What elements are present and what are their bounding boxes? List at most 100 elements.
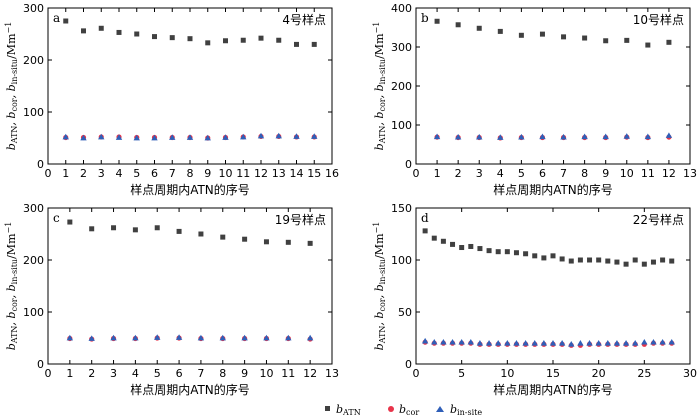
- y-axis-label: bATN, bcor, bin-situ/Mm−1: [4, 222, 19, 351]
- x-axis-label: 样点周期内ATN的序号: [130, 382, 250, 397]
- point-insite: [568, 341, 575, 347]
- x-tick-label: 25: [637, 367, 651, 380]
- y-tick-label: 200: [23, 54, 44, 67]
- x-tick-label: 11: [236, 167, 250, 180]
- point-atn: [63, 18, 69, 24]
- point-atn: [240, 37, 246, 43]
- point-atn: [523, 251, 529, 257]
- point-atn: [285, 239, 291, 245]
- point-atn: [582, 35, 588, 41]
- point-insite: [275, 132, 282, 139]
- point-atn: [116, 29, 122, 35]
- x-tick-label: 3: [476, 167, 483, 180]
- point-atn: [459, 245, 465, 251]
- point-insite: [577, 340, 584, 346]
- point-atn: [645, 42, 651, 48]
- point-atn: [497, 28, 503, 34]
- point-atn: [307, 240, 313, 246]
- point-atn: [539, 31, 545, 37]
- x-tick-label: 15: [307, 167, 321, 180]
- point-insite: [531, 340, 538, 346]
- legend-marker-cor: [388, 406, 394, 412]
- x-tick-label: 12: [662, 167, 676, 180]
- point-insite: [476, 133, 483, 140]
- point-atn: [455, 22, 461, 28]
- point-insite: [285, 334, 292, 341]
- point-insite: [613, 340, 621, 346]
- x-tick-label: 0: [413, 167, 420, 180]
- x-tick-label: 10: [259, 367, 273, 380]
- point-atn: [660, 257, 666, 263]
- x-tick-label: 9: [204, 167, 211, 180]
- point-insite: [513, 340, 520, 346]
- plot-frame: [415, 7, 691, 165]
- point-insite: [454, 133, 462, 140]
- point-insite: [665, 132, 673, 138]
- x-axis-label: 样点周期内ATN的序号: [493, 182, 613, 197]
- x-tick-label: 8: [187, 167, 194, 180]
- point-atn: [422, 228, 428, 234]
- point-insite: [62, 133, 69, 140]
- x-tick-label: 13: [683, 167, 697, 180]
- point-atn: [577, 257, 583, 263]
- x-tick-label: 1: [62, 167, 69, 180]
- x-tick-label: 14: [290, 167, 304, 180]
- y-tick-label: 0: [37, 358, 44, 371]
- point-insite: [476, 340, 484, 346]
- x-tick-label: 8: [581, 167, 588, 180]
- point-atn: [154, 225, 160, 231]
- x-tick-label: 0: [413, 367, 420, 380]
- x-tick-label: 10: [620, 167, 634, 180]
- x-axis-label: 样点周期内ATN的序号: [130, 182, 250, 197]
- x-tick-label: 1: [66, 367, 73, 380]
- site-label: 19号样点: [275, 212, 326, 227]
- point-insite: [169, 134, 176, 140]
- point-insite: [219, 334, 226, 341]
- x-tick-label: 0: [45, 167, 52, 180]
- x-tick-label: 7: [197, 367, 204, 380]
- legend-marker-atn: [325, 406, 330, 411]
- panel-label: b: [421, 11, 429, 25]
- x-tick-label: 0: [45, 367, 52, 380]
- x-tick-label: 3: [98, 167, 105, 180]
- point-insite: [132, 334, 139, 341]
- point-insite: [604, 340, 611, 346]
- legend-label-atn: bATN: [336, 403, 361, 417]
- point-insite: [115, 134, 123, 140]
- point-atn: [440, 238, 446, 244]
- point-insite: [495, 340, 502, 346]
- point-atn: [603, 38, 609, 44]
- x-tick-label: 7: [560, 167, 567, 180]
- point-atn: [561, 34, 567, 40]
- x-tick-label: 10: [219, 167, 233, 180]
- x-tick-label: 13: [272, 167, 286, 180]
- point-atn: [632, 257, 638, 263]
- x-tick-label: 11: [641, 167, 655, 180]
- point-atn: [650, 259, 656, 265]
- point-atn: [276, 37, 282, 43]
- x-tick-label: 8: [219, 367, 226, 380]
- point-atn: [242, 236, 248, 242]
- point-atn: [111, 225, 117, 231]
- y-tick-label: 100: [23, 106, 44, 119]
- point-atn: [477, 246, 483, 252]
- point-insite: [644, 133, 652, 140]
- point-atn: [205, 40, 211, 46]
- point-atn: [532, 253, 538, 259]
- point-insite: [522, 340, 529, 346]
- y-tick-label: 300: [23, 2, 44, 15]
- point-insite: [80, 134, 87, 141]
- x-tick-label: 6: [539, 167, 546, 180]
- plot-frame: [47, 7, 333, 165]
- point-insite: [622, 340, 630, 346]
- x-tick-label: 16: [325, 167, 339, 180]
- x-tick-label: 4: [132, 367, 139, 380]
- x-tick-label: 4: [116, 167, 123, 180]
- point-insite: [154, 334, 161, 340]
- x-tick-label: 5: [133, 167, 140, 180]
- point-insite: [449, 338, 456, 345]
- y-tick-label: 0: [405, 358, 412, 371]
